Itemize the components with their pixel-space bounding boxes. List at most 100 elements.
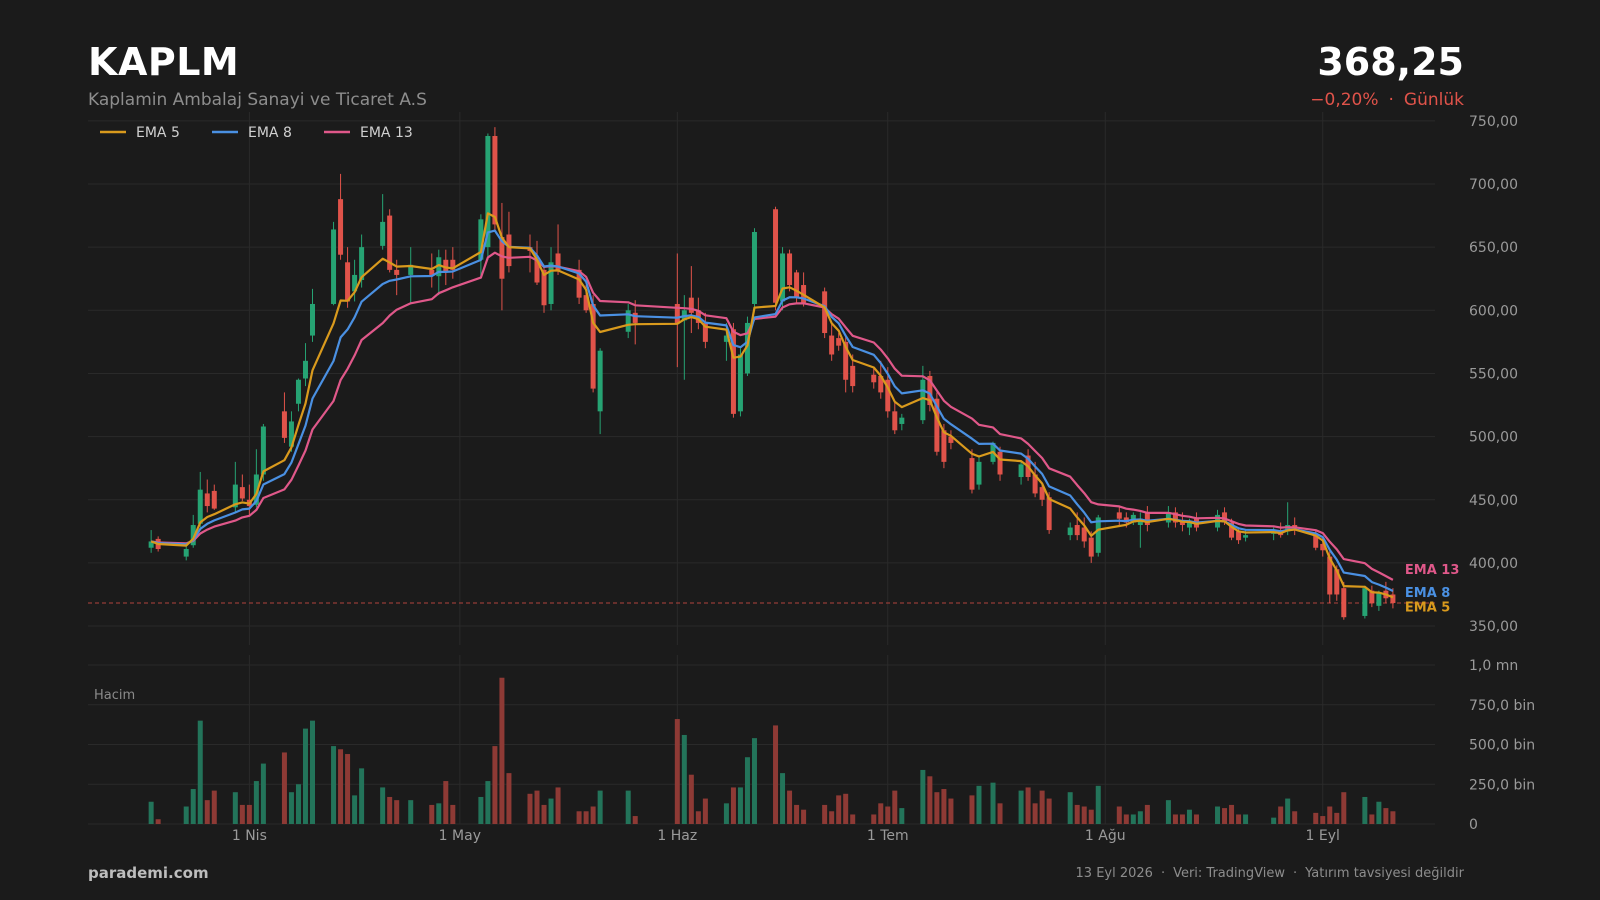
candle-body	[1074, 525, 1080, 536]
volume-bar	[338, 749, 344, 824]
price-tick-label: 600,00	[1469, 303, 1518, 319]
volume-bar	[190, 789, 196, 824]
candle-body	[295, 379, 301, 404]
candle-body	[1046, 497, 1052, 531]
volume-bar	[331, 746, 337, 824]
price-tick-label: 700,00	[1469, 177, 1518, 193]
volume-bar	[948, 798, 954, 824]
volume-bar	[253, 781, 259, 824]
candle-body	[232, 484, 238, 508]
volume-bar	[997, 803, 1003, 824]
candle-body	[288, 421, 294, 447]
volume-bar	[941, 789, 947, 824]
volume-bar	[499, 677, 505, 824]
volume-bar	[632, 816, 638, 824]
volume-bar	[723, 803, 729, 824]
volume-bar	[969, 795, 975, 824]
candle-body	[688, 297, 694, 313]
volume-bar	[780, 773, 786, 824]
volume-bar	[1088, 809, 1094, 824]
candle-body	[1369, 590, 1375, 604]
candle-body	[1032, 474, 1038, 494]
candle-body	[1179, 521, 1185, 526]
volume-bar	[1095, 785, 1101, 824]
volume-bar	[555, 787, 561, 824]
candle-body	[843, 341, 849, 380]
candle-body	[1390, 594, 1396, 604]
candle-body	[1327, 556, 1333, 595]
volume-bar	[352, 795, 358, 824]
volume-bar	[1334, 812, 1340, 824]
candle-body	[674, 303, 680, 323]
volume-bar	[576, 811, 582, 824]
footer-brand[interactable]: parademi.com	[88, 864, 209, 882]
volume-bar	[1165, 800, 1171, 824]
candle-body	[183, 549, 189, 557]
date-tick-label: 1 Tem	[867, 828, 909, 844]
candle-body	[345, 262, 351, 302]
volume-bar	[380, 787, 386, 824]
volume-bar	[260, 763, 266, 824]
volume-bar	[583, 811, 589, 824]
candle-body	[197, 489, 203, 524]
candle-body	[576, 269, 582, 298]
last-price: 368,25	[1317, 40, 1464, 84]
volume-bar	[232, 792, 238, 824]
volume-bar	[976, 785, 982, 824]
volume-bar	[681, 734, 687, 824]
candle-body	[1341, 588, 1347, 618]
candle-body	[590, 303, 596, 389]
volume-bar	[1341, 792, 1347, 824]
candle-body	[239, 487, 245, 499]
volume-bar	[1186, 809, 1192, 824]
candle-body	[190, 525, 196, 546]
candle-body	[751, 231, 757, 304]
candle-body	[506, 234, 512, 267]
candle-body	[941, 430, 947, 462]
volume-bar	[751, 738, 757, 824]
candle-body	[1088, 537, 1094, 557]
volume-bar	[737, 787, 743, 824]
legend-item-label: EMA 8	[248, 125, 292, 141]
candle-body	[1243, 535, 1249, 538]
candle-body	[1320, 543, 1326, 551]
candle-body	[387, 215, 393, 270]
volume-bar	[885, 806, 891, 824]
candle-body	[1376, 593, 1382, 606]
volume-bar	[695, 811, 701, 824]
volume-bar	[1390, 811, 1396, 824]
candle-body	[534, 259, 540, 283]
candle-body	[871, 374, 877, 383]
volume-bar	[1172, 814, 1178, 824]
candle-body	[148, 541, 154, 548]
ema-end-label: EMA 13	[1405, 563, 1460, 578]
candle-body	[976, 461, 982, 485]
candle-body	[787, 253, 793, 286]
candle-body	[380, 221, 386, 246]
candle-body	[597, 350, 603, 412]
volume-bar	[878, 803, 884, 824]
volume-bar	[541, 804, 547, 824]
volume-bar	[927, 776, 933, 824]
volume-bar	[204, 800, 210, 824]
price-tick-label: 450,00	[1469, 493, 1518, 509]
candle-body	[773, 209, 779, 303]
volume-bar	[934, 792, 940, 824]
volume-bar	[1369, 814, 1375, 824]
volume-bar	[197, 720, 203, 824]
volume-bar	[822, 804, 828, 824]
candle-body	[934, 398, 940, 452]
candle-body	[253, 474, 259, 505]
volume-bar	[394, 800, 400, 824]
candle-body	[331, 229, 337, 304]
candle-body	[555, 253, 561, 270]
candle-body	[1039, 487, 1045, 500]
candle-body	[625, 310, 631, 332]
volume-bar	[1179, 814, 1185, 824]
candle-body	[450, 259, 456, 270]
volume-bar	[443, 781, 449, 824]
date-tick-label: 1 Eyl	[1306, 828, 1340, 844]
candle-body	[822, 291, 828, 334]
footer-disclaimer: Yatırım tavsiyesi değildir	[1305, 866, 1464, 881]
candle-body	[730, 329, 736, 414]
